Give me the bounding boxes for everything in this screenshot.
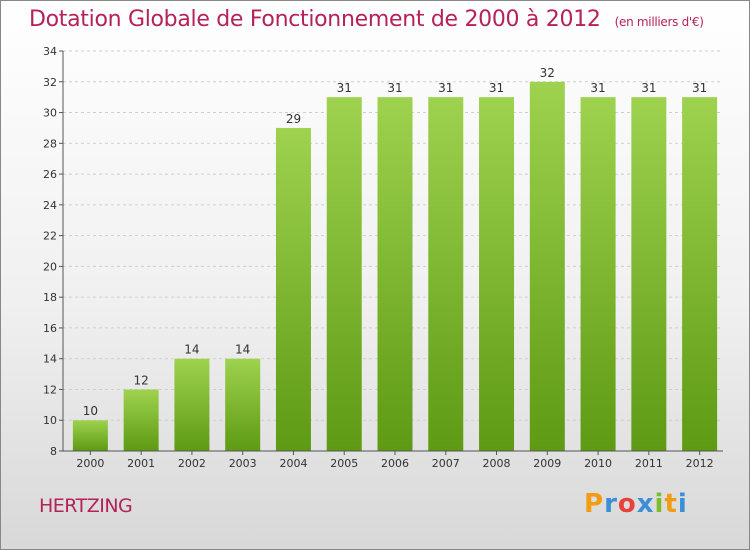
bar-value-label: 31 (387, 81, 402, 95)
bar-value-label: 10 (83, 404, 98, 418)
bar-value-label: 31 (641, 81, 656, 95)
y-tick-label: 12 (43, 383, 57, 396)
x-tick-label: 2005 (330, 457, 358, 470)
bars: 10 12 14 14 29 31 31 31 31 32 31 31 31 (72, 66, 718, 452)
x-tick-label: 2010 (584, 457, 612, 470)
chart-title: Dotation Globale de Fonctionnement de 20… (29, 7, 704, 32)
proxiti-logo[interactable]: Proxiti (584, 489, 694, 523)
logo-letter: i (677, 489, 688, 519)
x-tick-label: 2003 (229, 457, 257, 470)
bar-value-label: 14 (184, 343, 199, 357)
logo-letter: r (604, 489, 618, 519)
bar-2003 (225, 358, 261, 451)
y-tick-label: 18 (43, 291, 57, 304)
bar-2008 (479, 97, 515, 452)
y-tick-label: 14 (43, 353, 57, 366)
bar-value-label: 31 (590, 81, 605, 95)
bar-value-label: 31 (337, 81, 352, 95)
x-tick-label: 2008 (483, 457, 511, 470)
bar-value-label: 31 (692, 81, 707, 95)
chart-title-text: Dotation Globale de Fonctionnement de 20… (29, 7, 601, 32)
y-tick-label: 32 (43, 76, 57, 89)
logo-letter: x (636, 489, 655, 519)
x-tick-label: 2001 (127, 457, 155, 470)
bar-2000 (72, 420, 108, 451)
y-tick-label: 20 (43, 260, 57, 273)
axes: 8 10 12 14 16 18 20 22 24 26 28 30 32 34 2000 2001 2002 2… (43, 45, 723, 470)
x-tick-label: 2000 (76, 457, 104, 470)
chart-subtitle: (en milliers d'€) (614, 15, 704, 29)
y-tick-label: 22 (43, 230, 57, 243)
y-tick-label: 8 (50, 445, 57, 458)
x-tick-label: 2006 (381, 457, 409, 470)
bar-2009 (529, 81, 565, 452)
bar-2007 (428, 97, 464, 452)
bar-2011 (631, 97, 667, 452)
logo-letter: P (584, 489, 605, 519)
y-tick-label: 34 (43, 45, 57, 58)
bar-value-label: 32 (540, 66, 555, 80)
bar-value-label: 29 (286, 112, 301, 126)
y-tick-label: 24 (43, 199, 57, 212)
y-tick-label: 26 (43, 168, 57, 181)
bar-value-label: 14 (235, 343, 250, 357)
y-tick-label: 28 (43, 137, 57, 150)
bar-2005 (326, 97, 362, 452)
bar-2006 (377, 97, 413, 452)
y-tick-label: 30 (43, 107, 57, 120)
x-tick-label: 2009 (533, 457, 561, 470)
y-tick-label: 10 (43, 414, 57, 427)
bar-2012 (682, 97, 718, 452)
bar-2001 (123, 389, 159, 451)
logo-letter: i (654, 489, 665, 519)
bar-value-label: 31 (438, 81, 453, 95)
bar-value-label: 12 (134, 373, 149, 387)
bar-value-label: 31 (489, 81, 504, 95)
bar-2002 (174, 358, 210, 451)
logo-letter: o (617, 489, 637, 519)
bar-2010 (580, 97, 616, 452)
x-tick-label: 2002 (178, 457, 206, 470)
x-tick-label: 2007 (432, 457, 460, 470)
x-tick-label: 2012 (686, 457, 714, 470)
bar-2004 (275, 127, 311, 451)
y-tick-label: 16 (43, 322, 57, 335)
x-tick-label: 2004 (279, 457, 307, 470)
commune-name: HERTZING (39, 495, 133, 517)
logo-letter: t (664, 489, 678, 519)
x-tick-label: 2011 (635, 457, 663, 470)
